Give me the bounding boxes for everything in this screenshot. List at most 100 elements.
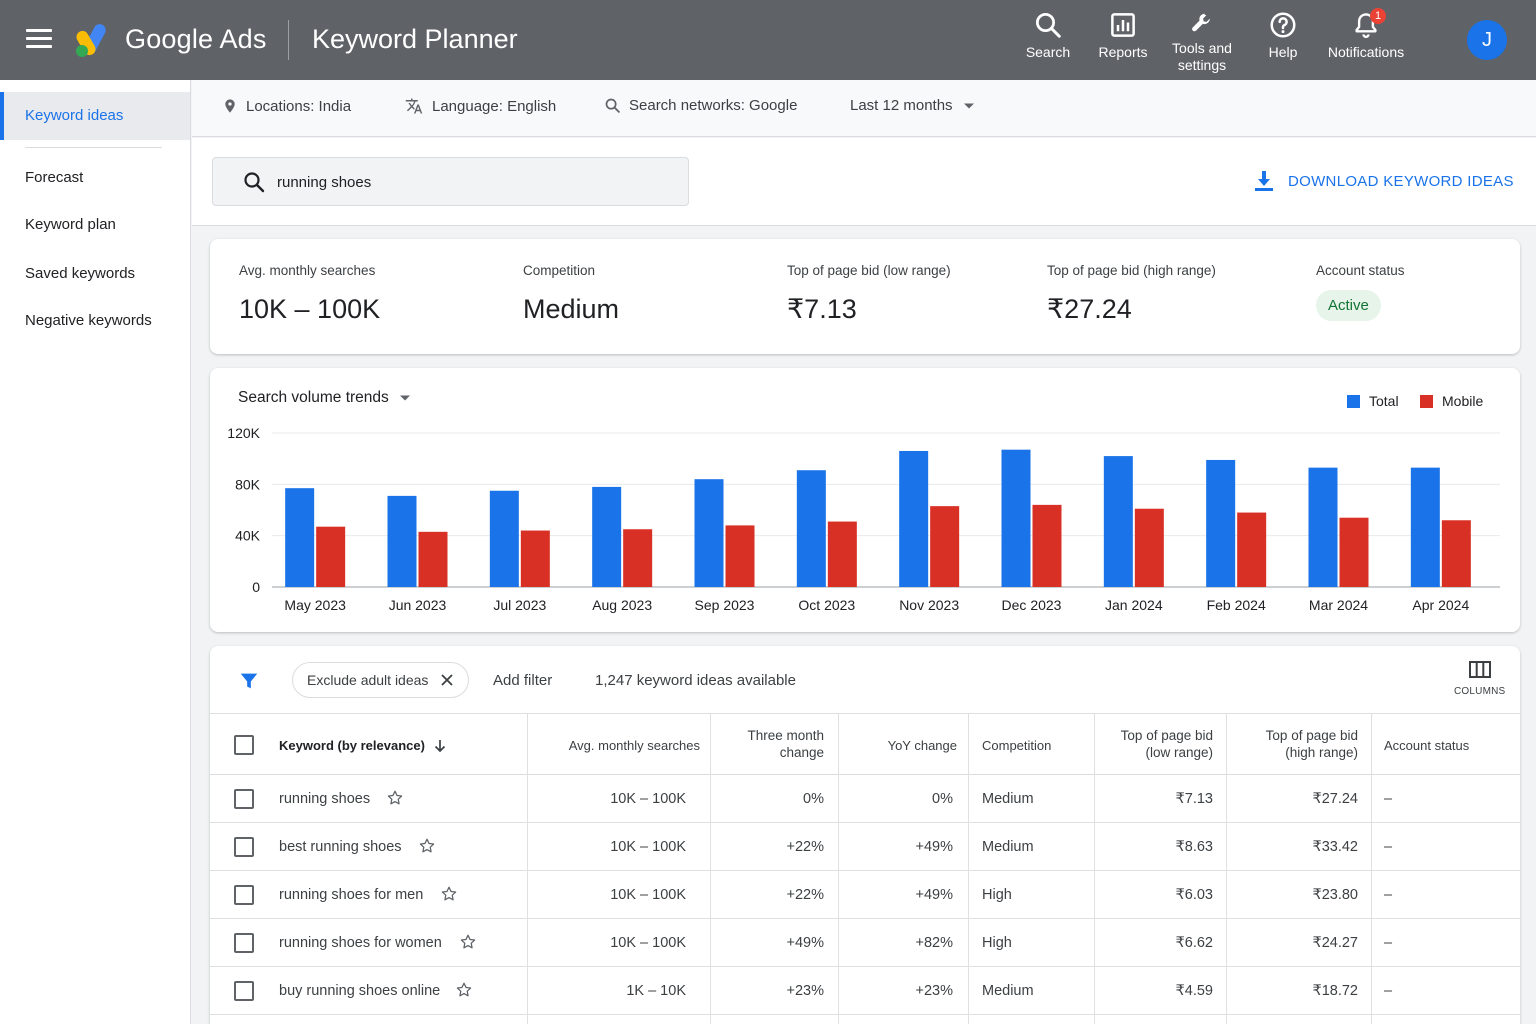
download-keyword-ideas-button[interactable]: DOWNLOAD KEYWORD IDEAS (1254, 170, 1514, 192)
y-tick-label: 80K (235, 476, 261, 492)
brand-divider (288, 20, 289, 60)
star-icon[interactable] (440, 885, 458, 903)
location-filter[interactable]: Locations: India (222, 97, 351, 115)
language-filter[interactable]: Language: English (404, 97, 556, 115)
x-tick-label: Apr 2024 (1412, 597, 1469, 613)
avg-searches-cell: 10K – 100K (610, 791, 686, 807)
metric-value: ₹7.13 (787, 294, 857, 324)
bar-total (1410, 467, 1440, 587)
sidebar-item-keyword-plan[interactable]: Keyword plan (25, 216, 116, 233)
bar-total (387, 495, 417, 587)
exclude-adult-ideas-chip[interactable]: Exclude adult ideas (292, 662, 470, 698)
notification-badge: 1 (1370, 8, 1386, 24)
three-month-header[interactable]: Three month change (720, 727, 824, 761)
yoy-header[interactable]: YoY change (887, 738, 957, 753)
columns-label: COLUMNS (1454, 686, 1506, 697)
bar-total (285, 488, 315, 587)
star-icon[interactable] (418, 837, 436, 855)
add-filter-button[interactable]: Add filter (493, 672, 553, 689)
competition-cell: High (982, 935, 1012, 951)
header-label: Keyword (by relevance) (279, 738, 425, 753)
select-all-checkbox[interactable] (234, 735, 254, 755)
x-tick-label: Feb 2024 (1207, 597, 1266, 613)
bar-mobile (623, 529, 653, 587)
keyword-search-row: DOWNLOAD KEYWORD IDEAS (192, 138, 1536, 226)
metric-avg-monthly-searches: Avg. monthly searches 10K – 100K (239, 263, 380, 325)
top-reports-button[interactable]: Reports (1093, 10, 1153, 61)
keyword-count: 1,247 keyword ideas available (595, 672, 796, 689)
row-checkbox[interactable] (234, 837, 254, 857)
menu-icon[interactable] (26, 29, 52, 51)
x-tick-label: Sep 2023 (695, 597, 755, 613)
row-checkbox[interactable] (234, 981, 254, 1001)
filter-icon[interactable] (238, 670, 260, 692)
avg-searches-header[interactable]: Avg. monthly searches (568, 738, 700, 753)
x-tick-label: Mar 2024 (1309, 597, 1368, 613)
y-tick-label: 0 (252, 579, 260, 595)
row-checkbox[interactable] (234, 885, 254, 905)
sidebar-item-saved-keywords[interactable]: Saved keywords (25, 265, 136, 282)
sidebar-item-forecast[interactable]: Forecast (25, 169, 84, 186)
row-checkbox[interactable] (234, 789, 254, 809)
bid-low-cell: ₹7.13 (1175, 791, 1213, 807)
product-title: Keyword Planner (312, 24, 518, 54)
x-tick-label: Dec 2023 (1002, 597, 1062, 613)
top-help-button[interactable]: Help (1263, 10, 1303, 61)
keyword-column-header[interactable]: Keyword (by relevance) (279, 737, 446, 754)
metric-label: Top of page bid (high range) (1047, 263, 1216, 278)
x-tick-label: Aug 2023 (592, 597, 652, 613)
sidebar-item-keyword-ideas[interactable]: Keyword ideas (0, 92, 190, 140)
star-icon[interactable] (459, 933, 477, 951)
chip-label: Exclude adult ideas (307, 672, 429, 688)
bar-total (592, 486, 622, 587)
close-icon[interactable] (440, 673, 454, 687)
top-search-button[interactable]: Search (1022, 10, 1074, 61)
bar-mobile (1134, 508, 1164, 587)
competition-header[interactable]: Competition (982, 738, 1052, 753)
date-range-selector[interactable]: Last 12 months (850, 97, 975, 114)
account-status-cell: – (1384, 887, 1393, 903)
bar-mobile (1339, 517, 1369, 587)
keyword-cell: running shoes (279, 791, 371, 807)
metric-account-status: Account status Active (1316, 263, 1405, 321)
bid-high-header[interactable]: Top of page bid (high range) (1232, 727, 1358, 761)
row-divider (210, 918, 1520, 919)
search-icon (244, 172, 265, 193)
network-filter[interactable]: Search networks: Google (604, 97, 797, 114)
account-avatar[interactable]: J (1467, 20, 1507, 60)
bar-mobile (316, 526, 346, 587)
top-tools-button[interactable]: Tools and settings (1167, 10, 1237, 74)
yoy-cell: +49% (915, 839, 954, 855)
account-status-header[interactable]: Account status (1384, 738, 1470, 753)
sidebar-item-negative-keywords[interactable]: Negative keywords (25, 312, 152, 329)
column-divider (527, 714, 528, 1024)
keyword-ideas-table-card: Exclude adult ideas Add filter 1,247 key… (210, 646, 1520, 1024)
star-icon[interactable] (386, 789, 404, 807)
metric-label: Avg. monthly searches (239, 263, 376, 278)
chart-title-dropdown[interactable]: Search volume trends (238, 389, 411, 407)
bar-total (899, 450, 929, 587)
keyword-search-input[interactable] (277, 168, 667, 196)
bar-mobile (1237, 512, 1267, 587)
bid-low-header[interactable]: Top of page bid (low range) (1100, 727, 1213, 761)
language-filter-label: Language: English (432, 97, 557, 115)
columns-button[interactable]: COLUMNS (1454, 661, 1505, 697)
sort-arrow-down-icon (434, 739, 446, 752)
bid-high-cell: ₹33.42 (1312, 839, 1358, 855)
bar-mobile (520, 530, 550, 587)
top-notifications-button[interactable]: 1 Notifications (1324, 8, 1408, 61)
bar-mobile (1441, 520, 1471, 587)
row-divider (210, 870, 1520, 871)
bid-high-cell: ₹23.80 (1312, 887, 1358, 903)
avg-searches-cell: 10K – 100K (610, 935, 686, 951)
bid-low-cell: ₹8.63 (1175, 839, 1213, 855)
bar-total (1103, 456, 1133, 587)
bar-total (1001, 449, 1031, 587)
bar-mobile (725, 525, 755, 587)
metric-label: Top of page bid (low range) (787, 263, 951, 278)
star-icon[interactable] (455, 981, 473, 999)
yoy-cell: 0% (932, 791, 953, 807)
row-checkbox[interactable] (234, 933, 254, 953)
three-month-cell: +49% (786, 935, 825, 951)
columns-icon (1468, 661, 1491, 678)
